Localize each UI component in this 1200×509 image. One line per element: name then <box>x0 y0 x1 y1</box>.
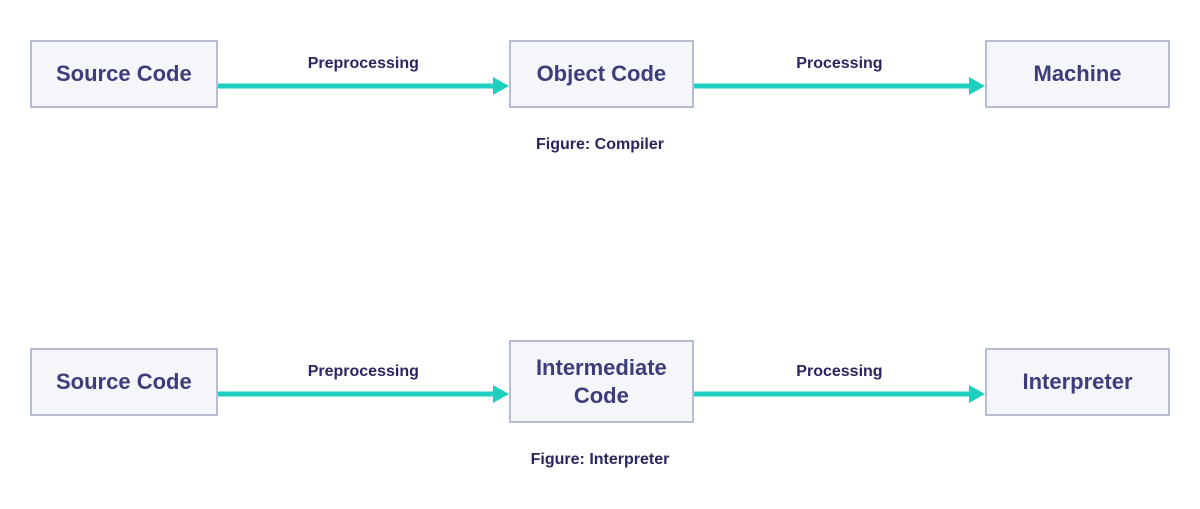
node-intermediate-code: IntermediateCode <box>509 340 694 423</box>
arrow-icon <box>694 79 985 93</box>
arrow-label: Processing <box>796 55 882 73</box>
arrow-icon <box>694 387 985 401</box>
node-source-code: Source Code <box>30 40 218 108</box>
node-interpreter: Interpreter <box>985 348 1170 416</box>
arrow-icon <box>218 387 509 401</box>
node-label: Machine <box>1034 60 1122 88</box>
node-source-code: Source Code <box>30 348 218 416</box>
arrow-preprocessing: Preprocessing <box>218 363 509 401</box>
compiler-caption: Figure: Compiler <box>536 136 664 154</box>
node-label: Source Code <box>56 368 192 396</box>
node-label: Source Code <box>56 60 192 88</box>
node-machine: Machine <box>985 40 1170 108</box>
node-object-code: Object Code <box>509 40 694 108</box>
arrow-processing: Processing <box>694 363 985 401</box>
interpreter-diagram: Source Code Preprocessing IntermediateCo… <box>30 340 1170 469</box>
compiler-flow-row: Source Code Preprocessing Object Code Pr… <box>30 40 1170 108</box>
interpreter-flow-row: Source Code Preprocessing IntermediateCo… <box>30 340 1170 423</box>
arrow-label: Processing <box>796 363 882 381</box>
node-label: Interpreter <box>1022 368 1132 396</box>
interpreter-caption: Figure: Interpreter <box>531 451 670 469</box>
arrow-icon <box>218 79 509 93</box>
node-label: Object Code <box>537 60 667 88</box>
compiler-diagram: Source Code Preprocessing Object Code Pr… <box>30 40 1170 154</box>
arrow-label: Preprocessing <box>308 55 419 73</box>
arrow-label: Preprocessing <box>308 363 419 381</box>
node-label: IntermediateCode <box>536 354 667 409</box>
arrow-processing: Processing <box>694 55 985 93</box>
arrow-preprocessing: Preprocessing <box>218 55 509 93</box>
